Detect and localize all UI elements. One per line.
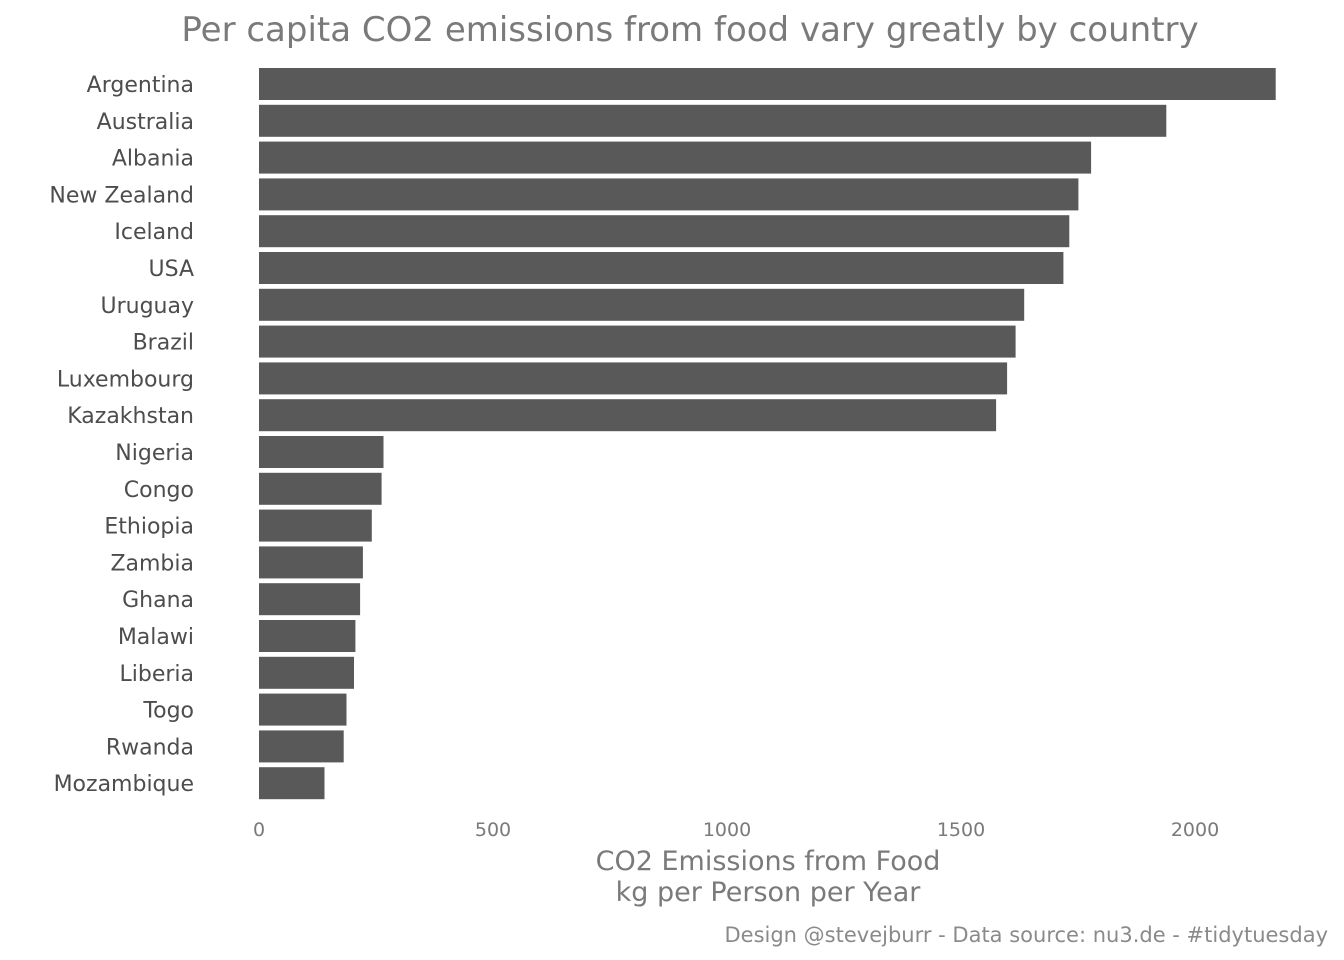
category-label-brazil: Brazil — [133, 331, 194, 356]
x-axis-ticks-group: 0 500 1000 1500 2000 — [253, 819, 1219, 841]
category-label-congo: Congo — [124, 478, 194, 503]
category-label-new-zealand: New Zealand — [49, 183, 194, 208]
bar-malawi — [259, 620, 356, 652]
bar-rwanda — [259, 730, 344, 763]
x-axis-title-line2: kg per Person per Year — [616, 877, 922, 908]
bar-iceland — [259, 215, 1070, 248]
category-label-malawi: Malawi — [118, 625, 194, 650]
bar-congo — [259, 472, 382, 505]
category-labels-group: Argentina Australia Albania New Zealand Icel… — [49, 73, 194, 797]
bar-kazakhstan — [259, 399, 997, 432]
bar-liberia — [259, 656, 354, 689]
x-tick-label-1500: 1500 — [937, 819, 985, 841]
category-label-kazakhstan: Kazakhstan — [67, 404, 194, 429]
x-tick-label-0: 0 — [253, 819, 265, 841]
category-label-usa: USA — [148, 257, 194, 282]
category-label-togo: Togo — [142, 699, 194, 724]
chart-caption: Design @stevejburr - Data source: nu3.de… — [724, 923, 1328, 947]
x-axis-title-line1: CO2 Emissions from Food — [596, 846, 941, 877]
category-label-argentina: Argentina — [87, 73, 194, 98]
bars-group — [259, 68, 1276, 800]
bar-ethiopia — [259, 509, 372, 542]
x-tick-label-500: 500 — [475, 819, 511, 841]
bar-ghana — [259, 583, 361, 616]
category-label-ghana: Ghana — [122, 588, 194, 613]
category-label-zambia: Zambia — [110, 551, 194, 576]
bar-usa — [259, 252, 1064, 284]
bar-zambia — [259, 546, 363, 579]
category-label-liberia: Liberia — [119, 662, 194, 687]
category-label-ethiopia: Ethiopia — [104, 515, 194, 540]
bar-togo — [259, 693, 347, 726]
bar-nigeria — [259, 436, 384, 468]
category-label-rwanda: Rwanda — [106, 735, 194, 760]
category-label-albania: Albania — [112, 147, 194, 172]
chart-title: Per capita CO2 emissions from food vary … — [181, 10, 1198, 50]
category-label-nigeria: Nigeria — [115, 441, 194, 466]
bar-new-zealand — [259, 178, 1079, 211]
category-label-mozambique: Mozambique — [54, 772, 194, 797]
bar-albania — [259, 141, 1092, 174]
bar-argentina — [259, 68, 1276, 100]
bar-uruguay — [259, 288, 1025, 321]
bar-luxembourg — [259, 362, 1008, 395]
category-label-luxembourg: Luxembourg — [57, 367, 194, 392]
bar-australia — [259, 104, 1167, 137]
category-label-iceland: Iceland — [114, 220, 194, 245]
category-label-australia: Australia — [97, 110, 194, 135]
bar-brazil — [259, 325, 1016, 358]
x-tick-label-1000: 1000 — [703, 819, 751, 841]
bar-mozambique — [259, 767, 325, 800]
category-label-uruguay: Uruguay — [101, 294, 195, 319]
x-tick-label-2000: 2000 — [1171, 819, 1219, 841]
